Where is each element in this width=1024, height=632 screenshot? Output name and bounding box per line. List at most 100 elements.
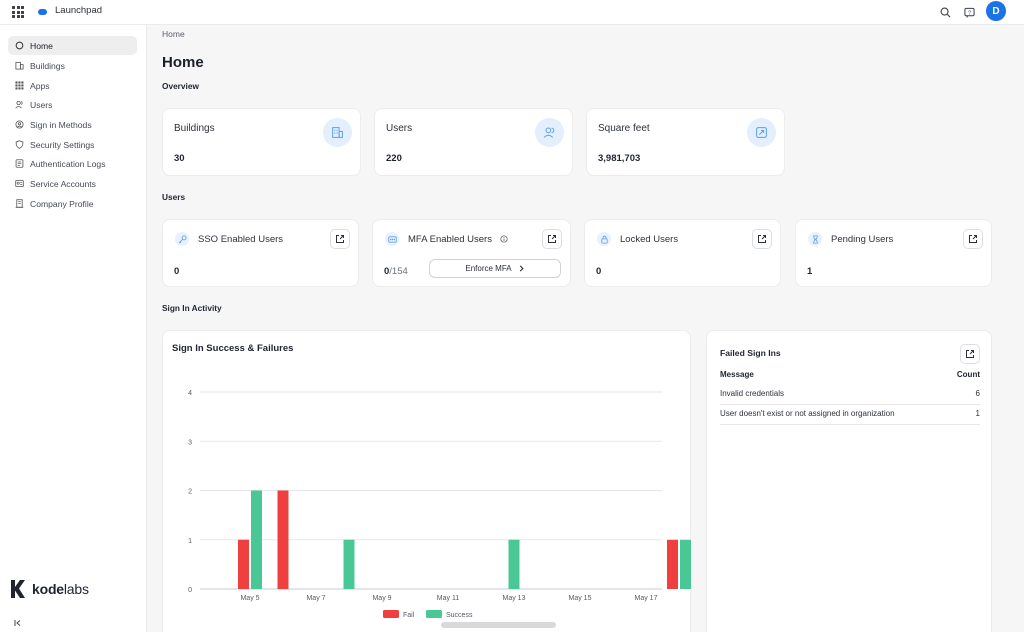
open-external-button[interactable]: [963, 229, 983, 249]
sidebar-item-label: Authentication Logs: [30, 158, 106, 169]
shield-icon: [15, 140, 24, 149]
chart-title: Sign In Success & Failures: [172, 343, 294, 354]
user-card-value: 0: [174, 266, 180, 277]
collapse-sidebar-button[interactable]: [14, 619, 22, 629]
sidebar-item-label: Users: [30, 99, 53, 110]
users-section-title: Users: [162, 192, 186, 202]
overview-section-title: Overview: [162, 81, 199, 91]
sidebar-item-security-settings[interactable]: Security Settings: [8, 135, 137, 154]
row-count: 6: [975, 389, 980, 398]
open-external-button[interactable]: [542, 229, 562, 249]
key-icon: [175, 232, 189, 246]
y-tick-label: 1: [188, 538, 192, 545]
column-header-message: Message: [720, 370, 754, 379]
sidebar-item-label: Home: [30, 40, 53, 51]
overview-card-buildings: Buildings 30: [162, 108, 361, 176]
user-card-locked: Locked Users 0: [584, 219, 781, 287]
table-row: User doesn't exist or not assigned in or…: [720, 405, 980, 425]
sidebar-item-buildings[interactable]: Buildings: [8, 56, 137, 75]
kodelabs-logo-icon: [11, 580, 25, 598]
log-icon: [15, 159, 24, 168]
mfa-enabled-count: 0: [384, 266, 390, 277]
app-name: Launchpad: [55, 5, 103, 16]
sidebar-item-users[interactable]: Users: [8, 95, 137, 114]
user-card-label: MFA Enabled Users: [408, 234, 508, 245]
building-icon: [15, 61, 24, 70]
stat-value: 220: [386, 153, 402, 164]
company-icon: [15, 199, 24, 208]
bar-fail: [667, 539, 678, 589]
bar-success: [343, 539, 355, 589]
hourglass-icon: [808, 232, 822, 246]
open-external-button[interactable]: [752, 229, 772, 249]
sidebar-item-apps[interactable]: Apps: [8, 76, 137, 95]
user-card-label: SSO Enabled Users: [198, 234, 284, 245]
users-icon: [15, 100, 23, 109]
search-icon[interactable]: [937, 4, 953, 20]
stat-label: Square feet: [598, 123, 650, 134]
x-tick-label: May 9: [372, 595, 391, 602]
chevron-right-icon: [519, 265, 524, 272]
help-icon[interactable]: ?: [961, 4, 977, 20]
top-bar: Launchpad ? D: [0, 0, 1024, 25]
row-message: User doesn't exist or not assigned in or…: [720, 409, 895, 418]
x-tick-label: May 5: [240, 595, 259, 602]
sign-in-activity-section-title: Sign In Activity: [162, 303, 222, 313]
y-tick-label: 3: [188, 439, 192, 446]
legend-swatch-fail: [383, 610, 399, 618]
page-title: Home: [162, 54, 204, 71]
external-link-icon: [548, 235, 556, 243]
user-avatar[interactable]: D: [986, 1, 1006, 21]
legend-label-fail: Fail: [403, 612, 415, 619]
breadcrumb[interactable]: Home: [162, 29, 185, 39]
open-external-button[interactable]: [960, 344, 980, 364]
x-tick-label: May 7: [306, 595, 325, 602]
row-message: Invalid credentials: [720, 389, 785, 398]
failed-table-header: Message Count: [720, 370, 980, 379]
collapse-left-icon: [14, 620, 21, 626]
external-link-icon: [758, 235, 766, 243]
sign-in-chart-card: Sign In Success & Failures 0 1 2 3 4 May 5 May…: [162, 330, 691, 632]
user-card-pending: Pending Users 1: [795, 219, 992, 287]
logo-text-bold: kode: [32, 581, 64, 597]
sign-in-icon: [15, 120, 24, 129]
y-tick-label: 2: [188, 489, 192, 496]
user-card-label: Pending Users: [831, 234, 894, 245]
x-tick-label: May 17: [635, 595, 658, 602]
sidebar-item-home[interactable]: Home: [8, 36, 137, 55]
user-card-sso: SSO Enabled Users 0: [162, 219, 359, 287]
app-switcher-icon[interactable]: [12, 6, 24, 18]
area-expand-icon: [747, 118, 776, 147]
mfa-label-text: MFA Enabled Users: [408, 234, 492, 245]
user-card-label: Locked Users: [620, 234, 679, 245]
sidebar-item-label: Company Profile: [30, 198, 94, 209]
failed-sign-ins-title: Failed Sign Ins: [720, 348, 781, 358]
bar-success: [680, 539, 691, 589]
enforce-mfa-label: Enforce MFA: [465, 264, 512, 273]
horizontal-scrollbar[interactable]: [441, 622, 556, 628]
bar-success: [508, 539, 520, 589]
svg-text:?: ?: [967, 10, 970, 16]
sidebar-item-company-profile[interactable]: Company Profile: [8, 194, 137, 213]
bar-fail: [238, 539, 249, 589]
enforce-mfa-button[interactable]: Enforce MFA: [429, 259, 561, 278]
users-icon: [535, 118, 564, 147]
sidebar-item-authentication-logs[interactable]: Authentication Logs: [8, 154, 137, 173]
legend-swatch-success: [426, 610, 442, 618]
bar-success: [251, 490, 262, 589]
open-external-button[interactable]: [330, 229, 350, 249]
sidebar: Home Buildings Apps Users Sign in Method…: [0, 25, 147, 632]
user-card-value: 0: [596, 266, 602, 277]
sidebar-item-service-accounts[interactable]: Service Accounts: [8, 174, 137, 193]
info-icon[interactable]: [500, 235, 508, 243]
sidebar-item-label: Security Settings: [30, 139, 95, 150]
sidebar-item-sign-in-methods[interactable]: Sign in Methods: [8, 115, 137, 134]
overview-card-square-feet: Square feet 3,981,703: [586, 108, 785, 176]
building-icon: [323, 118, 352, 147]
legend-label-success: Success: [446, 612, 473, 619]
y-tick-label: 4: [188, 390, 192, 397]
sidebar-item-label: Sign in Methods: [30, 119, 92, 130]
mfa-icon: [385, 232, 399, 246]
x-tick-label: May 13: [503, 595, 526, 602]
sidebar-item-label: Buildings: [30, 60, 65, 71]
